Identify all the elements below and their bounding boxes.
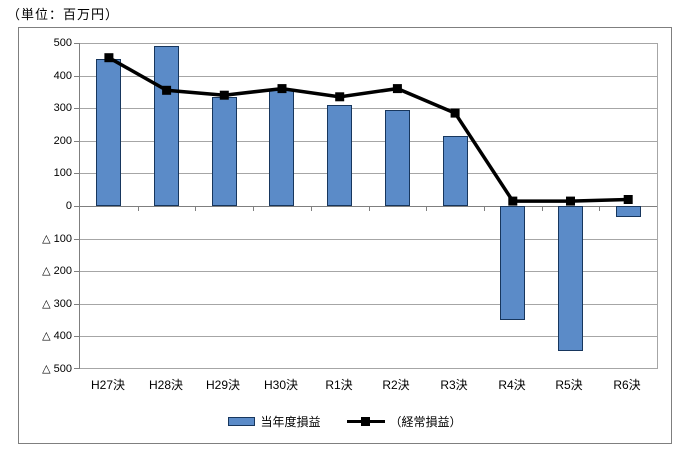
chart-box: 500 400 300 200 100 0 △ 100 △ 200 △ 300 △ 400 △ 50… <box>18 27 672 444</box>
y-tick-label: △ 300 <box>42 298 72 310</box>
grid-line <box>80 239 657 240</box>
y-tick-label: 200 <box>53 135 72 147</box>
y-axis-tick <box>74 43 80 44</box>
y-axis-tick <box>74 206 80 207</box>
y-axis-tick <box>74 271 80 272</box>
y-tick-label: 100 <box>53 167 72 179</box>
x-axis-tick <box>426 207 427 211</box>
y-axis-tick <box>74 108 80 109</box>
bar <box>443 136 468 206</box>
y-tick-label: △ 200 <box>42 265 72 277</box>
x-tick-label: H27決 <box>90 378 125 392</box>
x-axis-tick <box>253 207 254 211</box>
y-tick-label: △ 400 <box>42 330 72 342</box>
line-marker <box>566 196 575 206</box>
bar <box>558 206 583 351</box>
x-axis-tick <box>484 207 485 211</box>
y-tick-label: 400 <box>53 70 72 82</box>
y-axis-tick <box>74 336 80 337</box>
grid-line <box>80 271 657 272</box>
bar <box>385 110 410 206</box>
line-path <box>108 56 629 203</box>
legend-bar-swatch <box>228 416 256 426</box>
bar <box>96 59 121 206</box>
x-tick-label: R3決 <box>440 378 468 392</box>
legend-line-marker-icon <box>360 416 370 426</box>
x-tick-label: H29決 <box>205 378 240 392</box>
legend: 当年度損益 （経常損益） <box>19 411 671 431</box>
x-axis-tick <box>311 207 312 211</box>
x-axis-tick <box>369 207 370 211</box>
y-axis-tick <box>74 173 80 174</box>
grid-line <box>80 304 657 305</box>
x-tick-label: H30決 <box>263 378 298 392</box>
grid-line <box>80 43 657 44</box>
bar <box>500 206 525 320</box>
x-tick-label: H28決 <box>148 378 183 392</box>
y-axis-tick <box>74 76 80 77</box>
y-axis-tick <box>74 141 80 142</box>
grid-line <box>80 368 657 369</box>
y-axis-tick <box>74 304 80 305</box>
legend-line-swatch <box>346 416 385 426</box>
y-tick-label: △ 500 <box>42 363 72 375</box>
x-tick-label: R6決 <box>613 378 641 392</box>
bar <box>327 105 352 206</box>
line-marker <box>335 92 345 102</box>
grid-line <box>80 336 657 337</box>
x-tick-label: R1決 <box>325 378 353 392</box>
plot-area <box>74 43 658 369</box>
legend-line-label: （経常損益） <box>389 414 462 429</box>
line-marker <box>508 196 518 206</box>
x-axis-tick <box>599 207 600 211</box>
y-axis-tick <box>74 368 80 369</box>
y-tick-label: △ 100 <box>42 233 72 245</box>
x-tick-label: R5決 <box>555 378 583 392</box>
x-tick-label: R2決 <box>382 378 410 392</box>
bar <box>154 46 179 206</box>
legend-bar-label: 当年度損益 <box>260 414 321 429</box>
x-axis-zero-line <box>80 206 657 207</box>
x-tick-label: R4決 <box>498 378 526 392</box>
bar <box>616 206 641 217</box>
bar <box>269 90 294 206</box>
unit-label: （単位：百万円） <box>7 7 120 22</box>
y-tick-label: 300 <box>53 102 72 114</box>
x-axis-tick <box>195 207 196 211</box>
line-marker <box>450 108 460 118</box>
y-tick-label: 0 <box>65 200 72 212</box>
x-axis-tick <box>542 207 543 211</box>
line-marker <box>392 84 402 94</box>
y-axis-tick <box>74 239 80 240</box>
bar <box>212 97 237 206</box>
y-tick-label: 500 <box>53 37 72 49</box>
x-axis-tick <box>138 207 139 211</box>
line-marker <box>623 195 633 204</box>
